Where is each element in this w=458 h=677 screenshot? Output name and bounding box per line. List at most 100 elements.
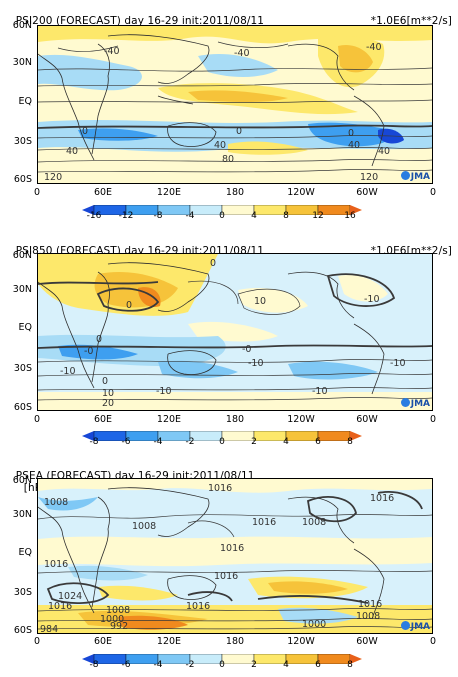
globe-icon	[400, 398, 410, 407]
contour-line	[57, 45, 119, 52]
shade-faint	[38, 392, 432, 410]
lat-label-30n: 30N	[12, 509, 32, 520]
coast-asia	[107, 262, 210, 312]
contour-line	[38, 570, 432, 574]
contour-label: 10	[102, 388, 114, 399]
colorbar-label: -4	[185, 211, 195, 221]
contour-line	[38, 387, 432, 391]
coast-north-america	[287, 43, 355, 91]
contour-labels: 0 0 10 -10 -0 -0 -10 0 -10 -10 -10 -10 0…	[60, 258, 406, 409]
colorbar-label: 2	[251, 660, 257, 670]
contour-label: 1016	[48, 601, 72, 612]
colorbar-label: 8	[347, 437, 353, 447]
contour-label: 1016	[214, 571, 238, 582]
jma-logo: JMA	[400, 171, 430, 182]
lon-label: 60E	[93, 414, 113, 425]
coast-north-america	[287, 271, 355, 319]
panel-title: PSI200 (FORECAST) day 16-29 init:2011/08…	[2, 3, 264, 39]
anomaly-shading	[38, 479, 432, 633]
coast-south-america	[353, 323, 385, 395]
colorbar-label: -8	[153, 211, 163, 221]
lon-label: 120W	[287, 636, 315, 647]
colorbar-label: -4	[153, 437, 163, 447]
contour-label: -0	[242, 344, 251, 355]
contour-label: 10	[254, 296, 266, 307]
contour-line-zero	[306, 496, 357, 523]
shade-negative	[278, 607, 358, 624]
contour-line	[38, 618, 432, 622]
colorbar-label: 0	[219, 437, 225, 447]
contour-label: 40	[348, 140, 360, 151]
contour-label: 1016	[44, 559, 68, 570]
colorbar: -16 -12 -8 -4 0 4 8 12 16	[82, 200, 362, 222]
contour-label: -10	[60, 366, 76, 377]
contour-line-zero	[326, 273, 396, 307]
contour-line	[187, 280, 239, 305]
shade-negative	[38, 497, 98, 511]
lon-label: 60W	[356, 636, 378, 647]
globe-icon	[400, 171, 410, 180]
lat-label-30s: 30S	[13, 587, 32, 598]
lon-label: 120W	[287, 414, 315, 425]
contour-label: 992	[110, 621, 128, 632]
contour-line	[38, 608, 432, 612]
contour-label: 1024	[58, 591, 82, 602]
colorbar-svg	[82, 430, 362, 442]
contour-lines	[38, 273, 432, 401]
contour-label: 20	[102, 398, 114, 409]
shade-positive	[268, 581, 348, 594]
lat-label-30n: 30N	[12, 284, 32, 295]
contour-label: 1008	[302, 517, 326, 528]
colorbar-seg	[350, 205, 362, 215]
lon-label: 180	[225, 636, 245, 647]
colorbar: -8 -6 -4 -2 0 2 4 6 8	[82, 426, 362, 448]
contour-line-zero	[38, 124, 432, 129]
lat-label-60s: 60S	[13, 625, 32, 636]
psi850-panel: PSI850 (FORECAST) day 16-29 init:2011/08…	[0, 230, 458, 452]
coast-africa-east	[91, 496, 110, 608]
panel-units-text: *1.0E6[m**2/s]	[370, 15, 452, 27]
coast-north-america	[287, 496, 355, 544]
lat-label-eq: EQ	[18, 96, 32, 107]
contour-line	[237, 288, 301, 315]
contour-label: 1008	[132, 521, 156, 532]
lon-label: 60W	[356, 187, 378, 198]
coastlines	[38, 262, 385, 395]
contour-line	[187, 520, 235, 538]
lat-label-60n: 60N	[12, 475, 32, 486]
contour-line	[38, 359, 432, 363]
psea-map-svg: 1008 1016 1016 1016 1008 1008 1016 1016 …	[38, 479, 432, 633]
contour-line	[38, 99, 432, 103]
contour-line	[38, 135, 432, 139]
contour-label: -40	[234, 48, 250, 59]
psi850-map-svg: 0 0 10 -10 -0 -0 -10 0 -10 -10 -10 -10 0…	[38, 254, 432, 410]
lon-label: 180	[225, 187, 245, 198]
contour-label: 1016	[370, 493, 394, 504]
shade-faint	[338, 274, 388, 302]
contour-labels: -40 -40 -40 0 0 40 40 40 80 120 120 0 40	[44, 42, 390, 183]
jma-logo: JMA	[400, 621, 430, 632]
contour-label: 120	[360, 172, 378, 183]
shade-negative	[198, 53, 278, 77]
coast-africa-west	[38, 53, 95, 161]
coast-maritime	[157, 95, 194, 105]
contour-label: 984	[40, 624, 58, 633]
colorbar-seg	[82, 654, 94, 664]
coast-australia	[167, 350, 217, 375]
contour-label: 0	[126, 300, 132, 311]
contour-line-zero	[38, 281, 159, 285]
contour-label: 40	[378, 146, 390, 157]
shade-negative	[308, 122, 394, 147]
contour-label: -40	[104, 46, 120, 57]
jma-logo-text: JMA	[410, 399, 430, 409]
colorbar-label: 8	[347, 660, 353, 670]
contour-label: 1016	[208, 483, 232, 494]
colorbar-label: -6	[121, 660, 131, 670]
shade-positive	[188, 90, 288, 102]
colorbar-label: -16	[86, 211, 102, 221]
contour-label: -40	[366, 42, 382, 53]
contour-line-zero	[257, 595, 369, 604]
coast-asia	[107, 34, 210, 84]
contour-label: 80	[222, 154, 234, 165]
colorbar-seg	[82, 431, 94, 441]
